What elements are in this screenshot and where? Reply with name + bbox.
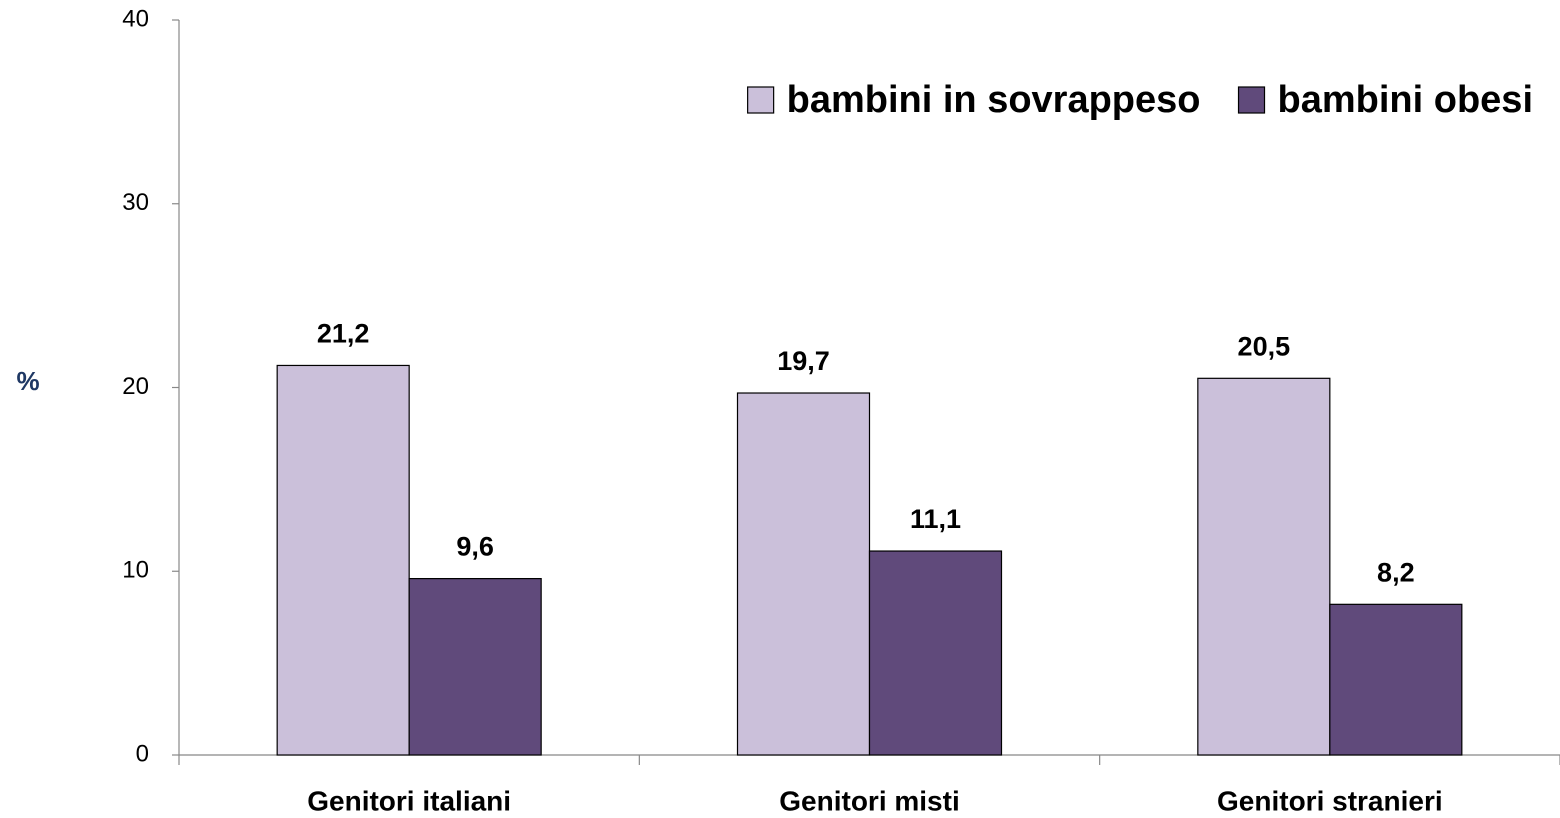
legend: bambini in sovrappeso bambini obesi: [747, 79, 1533, 121]
legend-swatch: [1237, 86, 1266, 114]
x-tick-label: Genitori stranieri: [1217, 785, 1443, 816]
legend-swatch: [747, 86, 775, 114]
bar: [1197, 377, 1331, 756]
y-tick-label: 0: [136, 740, 149, 767]
x-tick-label: Genitori misti: [779, 785, 959, 816]
bar: [736, 392, 871, 756]
legend-label: bambini in sovrappeso: [787, 79, 1201, 121]
value-label: 20,5: [1238, 331, 1291, 361]
bar: [276, 364, 410, 756]
y-tick-label: 10: [122, 557, 149, 584]
bar: [1329, 603, 1463, 756]
y-tick-label: 40: [122, 5, 149, 32]
value-label: 9,6: [456, 532, 494, 562]
bar: [868, 550, 1003, 756]
legend-label: bambini obesi: [1278, 79, 1533, 121]
y-axis-label: %: [16, 366, 39, 396]
value-label: 11,1: [910, 504, 961, 534]
value-label: 19,7: [777, 346, 830, 376]
bar: [408, 577, 542, 756]
y-tick-label: 30: [122, 189, 149, 216]
x-tick-label: Genitori italiani: [307, 785, 511, 816]
value-label: 8,2: [1377, 557, 1415, 587]
value-label: 21,2: [317, 319, 370, 349]
y-tick-label: 20: [122, 373, 149, 400]
